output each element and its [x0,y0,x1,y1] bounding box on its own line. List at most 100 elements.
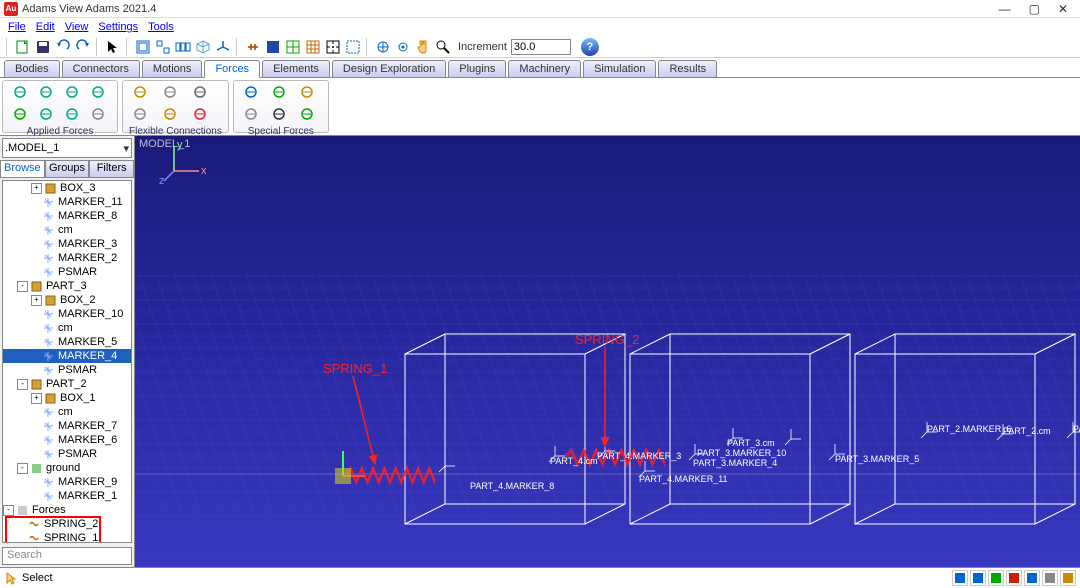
ribbon-tool-icon[interactable] [159,83,181,101]
view1-icon[interactable] [134,38,152,56]
ribbon-tool-icon[interactable] [129,105,151,123]
model-select[interactable]: .MODEL_1 [2,138,132,158]
expand-icon[interactable]: + [31,183,42,194]
expand-icon[interactable]: - [17,463,28,474]
ribbon-tool-icon[interactable] [189,83,211,101]
tree-item[interactable]: MARKER_2 [3,251,131,265]
ribbon-tool-icon[interactable] [35,83,57,101]
subtab-browse[interactable]: Browse [0,160,45,178]
ribbon-tool-icon[interactable] [87,105,109,123]
expand-icon[interactable]: - [3,505,14,516]
constraint-icon[interactable] [244,38,262,56]
grid-icon[interactable] [304,38,322,56]
tab-results[interactable]: Results [658,60,717,77]
tree-item[interactable]: -PART_2 [3,377,131,391]
tree-item[interactable]: +BOX_2 [3,293,131,307]
tree-item[interactable]: MARKER_1 [3,489,131,503]
browser-tree[interactable]: +BOX_3MARKER_11MARKER_8cmMARKER_3MARKER_… [2,180,132,543]
select-icon[interactable] [104,38,122,56]
tree-item[interactable]: MARKER_10 [3,307,131,321]
tab-plugins[interactable]: Plugins [448,60,506,77]
ribbon-tool-icon[interactable] [189,105,211,123]
menu-view[interactable]: View [61,21,93,33]
menu-edit[interactable]: Edit [32,21,59,33]
select-box-icon[interactable] [344,38,362,56]
menu-settings[interactable]: Settings [94,21,142,33]
tray-icon[interactable] [988,570,1004,586]
ribbon-tool-icon[interactable] [268,105,290,123]
tree-item[interactable]: -ground [3,461,131,475]
ribbon-tool-icon[interactable] [296,105,318,123]
ribbon-tool-icon[interactable] [129,83,151,101]
ribbon-tool-icon[interactable] [296,83,318,101]
axis-icon[interactable] [214,38,232,56]
save-icon[interactable] [34,38,52,56]
menu-tools[interactable]: Tools [144,21,178,33]
menu-file[interactable]: File [4,21,30,33]
ribbon-tool-icon[interactable] [61,83,83,101]
tray-icon[interactable] [1042,570,1058,586]
ribbon-tool-icon[interactable] [240,83,262,101]
tray-icon[interactable] [970,570,986,586]
tree-item[interactable]: MARKER_9 [3,475,131,489]
tree-item[interactable]: MARKER_5 [3,335,131,349]
tree-item[interactable]: +BOX_3 [3,181,131,195]
minimize-button[interactable]: — [999,2,1011,16]
zoom-icon[interactable] [434,38,452,56]
pan-icon[interactable] [414,38,432,56]
tray-icon[interactable] [1060,570,1076,586]
viewport[interactable]: MODEL_1 SPRING_1 SPRING_2 y x z PART_4.c… [135,136,1080,567]
undo-icon[interactable] [54,38,72,56]
ribbon-tool-icon[interactable] [159,105,181,123]
tree-item[interactable]: cm [3,223,131,237]
tab-design-exploration[interactable]: Design Exploration [332,60,446,77]
expand-icon[interactable]: + [31,295,42,306]
tree-item[interactable]: MARKER_8 [3,209,131,223]
tab-elements[interactable]: Elements [262,60,330,77]
isometric-icon[interactable] [194,38,212,56]
shade-icon[interactable] [264,38,282,56]
gear-icon[interactable] [394,38,412,56]
tab-connectors[interactable]: Connectors [62,60,140,77]
ribbon-tool-icon[interactable] [87,83,109,101]
expand-icon[interactable]: + [31,393,42,404]
tray-icon[interactable] [952,570,968,586]
view3-icon[interactable] [174,38,192,56]
tree-item[interactable]: SPRING_2 [3,517,131,531]
tab-bodies[interactable]: Bodies [4,60,60,77]
wire-icon[interactable] [284,38,302,56]
help-icon[interactable]: ? [581,38,599,56]
subtab-groups[interactable]: Groups [45,160,90,178]
tree-item[interactable]: PSMAR [3,265,131,279]
view2-icon[interactable] [154,38,172,56]
tray-icon[interactable] [1006,570,1022,586]
tree-item[interactable]: -PART_3 [3,279,131,293]
tree-item[interactable]: MARKER_4 [3,349,131,363]
tab-forces[interactable]: Forces [204,60,260,78]
tree-item[interactable]: PSMAR [3,447,131,461]
rotate-icon[interactable] [374,38,392,56]
tree-item[interactable]: SPRING_1 [3,531,131,543]
ribbon-tool-icon[interactable] [9,83,31,101]
tree-item[interactable]: MARKER_6 [3,433,131,447]
ribbon-tool-icon[interactable] [9,105,31,123]
tree-item[interactable]: MARKER_3 [3,237,131,251]
ribbon-tool-icon[interactable] [240,105,262,123]
close-button[interactable]: ✕ [1058,2,1068,16]
ribbon-tool-icon[interactable] [268,83,290,101]
tab-machinery[interactable]: Machinery [508,60,581,77]
ribbon-tool-icon[interactable] [61,105,83,123]
tree-item[interactable]: MARKER_7 [3,419,131,433]
new-icon[interactable] [14,38,32,56]
tab-motions[interactable]: Motions [142,60,203,77]
maximize-button[interactable]: ▢ [1029,2,1040,16]
tree-item[interactable]: cm [3,321,131,335]
search-input[interactable]: Search [2,547,132,565]
tree-item[interactable]: cm [3,405,131,419]
center-icon[interactable] [324,38,342,56]
expand-icon[interactable]: - [17,281,28,292]
tree-item[interactable]: PSMAR [3,363,131,377]
increment-input[interactable] [511,39,571,55]
tray-icon[interactable] [1024,570,1040,586]
tree-item[interactable]: +BOX_1 [3,391,131,405]
